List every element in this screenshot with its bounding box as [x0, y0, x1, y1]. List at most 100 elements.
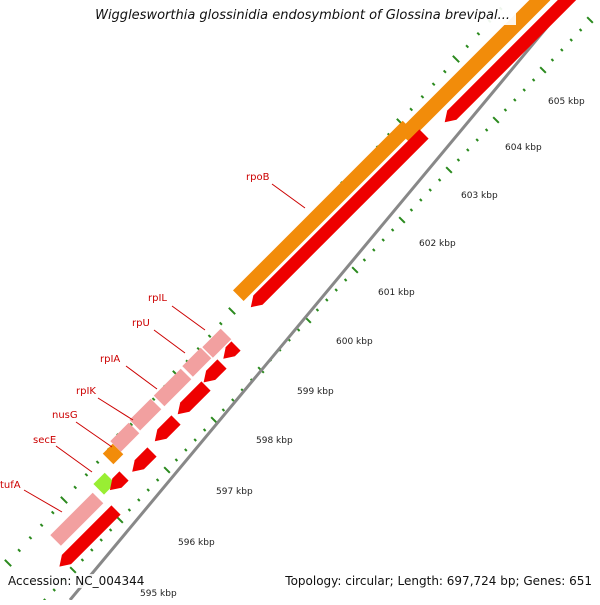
major-tick [351, 266, 359, 274]
outer-tick [4, 559, 12, 567]
tick-label: 602 kbp [419, 239, 456, 249]
gene-leader-line [125, 365, 158, 390]
major-tick [492, 116, 500, 124]
major-tick [210, 416, 218, 424]
minor-tick [503, 108, 508, 112]
minor-tick [475, 138, 479, 142]
outer-tick [151, 397, 156, 402]
gene-rev-3 [223, 341, 241, 359]
gene-leader-line [97, 397, 134, 421]
major-tick [445, 166, 453, 174]
minor-tick [372, 248, 376, 252]
minor-tick [343, 278, 348, 282]
minor-tick [193, 438, 197, 442]
outer-tick [452, 55, 460, 63]
minor-tick [428, 188, 432, 192]
minor-tick [522, 88, 526, 92]
outer-tick [431, 82, 436, 87]
minor-tick [325, 298, 329, 302]
outer-tick [420, 94, 425, 99]
outer-tick [84, 472, 89, 477]
outer-tick [409, 107, 414, 112]
minor-tick [437, 178, 442, 182]
minor-tick [99, 538, 103, 542]
genome-title: Wigglesworthia glossinidia endosymbiont … [0, 6, 516, 25]
gene-label-rpU: rpU [132, 318, 150, 329]
backbone-line [68, 0, 572, 601]
minor-tick [137, 498, 141, 502]
minor-tick [155, 478, 160, 482]
gene-leader-line [75, 421, 113, 448]
gene-label-tufA: tufA [0, 480, 21, 491]
gene-tracks [50, 0, 577, 601]
outer-tick [60, 496, 68, 504]
gene-leader-line [153, 329, 186, 354]
tick-label: 604 kbp [505, 143, 542, 153]
tick-label: 603 kbp [461, 191, 498, 201]
minor-tick [146, 488, 150, 492]
minor-tick [80, 558, 85, 562]
minor-tick [381, 238, 385, 242]
gene-label-secE: secE [33, 435, 56, 446]
minor-tick [560, 48, 564, 52]
major-tick [539, 66, 547, 74]
gene-rev-1 [444, 0, 577, 123]
minor-tick [334, 288, 338, 292]
tick-labels: 605 kbp 604 kbp 603 kbp 602 kbp 601 kbp 600 k… [140, 97, 585, 599]
outer-tick [476, 31, 481, 36]
minor-tick [409, 208, 414, 212]
tick-label: 597 kbp [216, 487, 253, 497]
minor-tick [466, 148, 470, 152]
minor-tick [578, 28, 583, 32]
accession-text: Accession: NC_004344 [6, 574, 147, 588]
tick-label: 601 kbp [378, 288, 415, 298]
gene-rpU-fwd [182, 347, 212, 377]
minor-tick [184, 448, 188, 452]
outer-tick [442, 69, 447, 74]
gene-leader-line [55, 445, 93, 473]
outer-tick [73, 485, 78, 490]
minor-tick [108, 528, 113, 532]
minor-tick [550, 58, 555, 62]
minor-tick [390, 228, 395, 232]
gene-label-rpIK: rpIK [76, 386, 96, 397]
gene-rev-5 [177, 381, 211, 415]
minor-tick [90, 548, 94, 552]
outer-tick [207, 334, 212, 339]
minor-tick [569, 38, 573, 42]
minor-tick [52, 588, 56, 592]
minor-tick [513, 98, 517, 102]
gene-rpIA-fwd [153, 368, 192, 407]
major-tick [69, 566, 77, 574]
minor-tick [174, 458, 179, 462]
major-tick [398, 216, 406, 224]
minor-tick [484, 128, 489, 132]
gene-rev-9 [59, 505, 121, 567]
gene-tufA-green [93, 472, 116, 495]
gene-nusG-fwd [110, 422, 140, 452]
minor-tick [221, 408, 226, 412]
gene-labels: rpoB rpIL rpU rpIA rpIK nusG secE tufA [0, 172, 306, 513]
outer-tick [39, 523, 44, 528]
outer-tick [50, 510, 55, 515]
tick-label: 605 kbp [548, 97, 585, 107]
minor-tick [296, 328, 301, 332]
major-tick [116, 516, 124, 524]
minor-tick [362, 258, 367, 262]
outer-tick [17, 548, 22, 553]
gene-label-rpIA: rpIA [100, 354, 120, 365]
minor-tick [315, 308, 320, 312]
gene-rev-4 [203, 359, 227, 383]
minor-tick [531, 78, 536, 82]
major-tick [586, 16, 594, 24]
outer-tick [28, 535, 33, 540]
minor-tick [456, 158, 461, 162]
summary-text: Topology: circular; Length: 697,724 bp; … [283, 574, 594, 588]
gene-rev-7 [132, 447, 157, 472]
gene-rev-2 [250, 129, 429, 308]
tick-label: 600 kbp [336, 337, 373, 347]
gene-label-rpoB: rpoB [246, 172, 270, 183]
gene-leader-line [171, 305, 206, 331]
inner-tick-ring [43, 16, 594, 602]
